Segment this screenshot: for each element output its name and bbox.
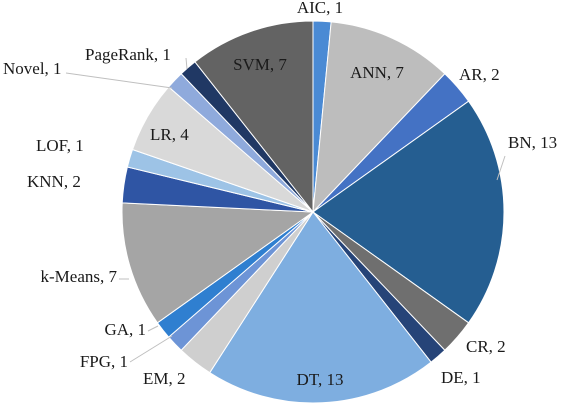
slice-label: DT, 13 bbox=[297, 370, 344, 389]
pie-slice-ann bbox=[312, 21, 446, 214]
leader-line bbox=[65, 72, 173, 89]
slice-label: BN, 13 bbox=[508, 133, 557, 152]
slice-label: ANN, 7 bbox=[350, 63, 404, 82]
slice-label: PageRank, 1 bbox=[85, 45, 171, 64]
slice-label: AR, 2 bbox=[459, 65, 500, 84]
slice-label: EM, 2 bbox=[143, 369, 186, 388]
pie-slice-dt bbox=[209, 211, 432, 404]
slice-label: LOF, 1 bbox=[36, 136, 84, 155]
pie-slice-k-means bbox=[121, 202, 315, 324]
slice-label: CR, 2 bbox=[466, 337, 506, 356]
slice-labels: AIC, 1 ANN, 7 AR, 2 BN, 13 CR, 2 DE, 1 DT, 13 E… bbox=[3, 0, 557, 389]
slice-label: DE, 1 bbox=[441, 368, 481, 387]
leader-line bbox=[147, 325, 159, 332]
slice-label: LR, 4 bbox=[150, 125, 189, 144]
pie-slice-bn bbox=[312, 100, 505, 324]
leader-line bbox=[129, 335, 173, 363]
leader-line bbox=[496, 155, 506, 181]
slice-label: AIC, 1 bbox=[297, 0, 343, 17]
slice-label: KNN, 2 bbox=[27, 172, 81, 191]
leader-lines bbox=[65, 57, 506, 363]
slice-label: k-Means, 7 bbox=[41, 267, 118, 286]
slice-label: FPG, 1 bbox=[80, 352, 128, 371]
slice-label: Novel, 1 bbox=[3, 59, 62, 78]
pie-slices bbox=[121, 20, 505, 404]
slice-label: SVM, 7 bbox=[233, 55, 287, 74]
slice-label: GA, 1 bbox=[104, 320, 146, 339]
pie-slice-svm bbox=[194, 20, 314, 214]
leader-line bbox=[185, 57, 188, 70]
